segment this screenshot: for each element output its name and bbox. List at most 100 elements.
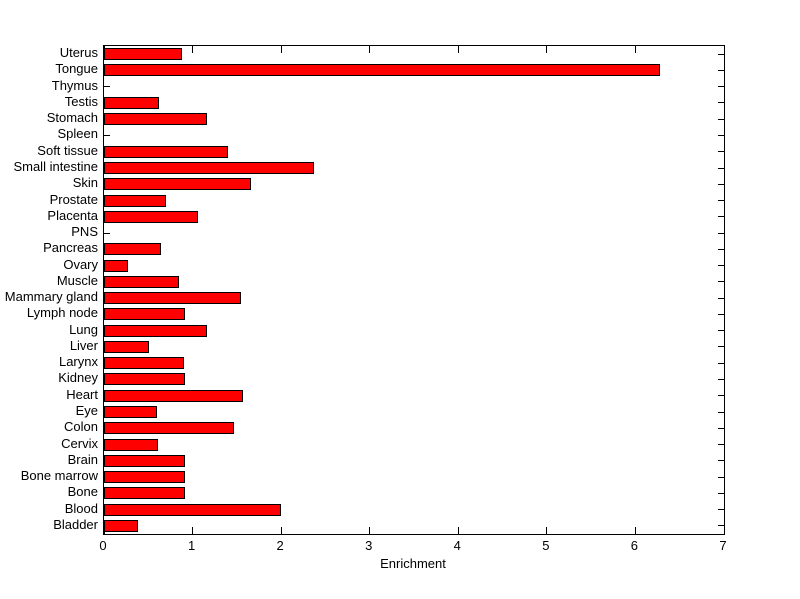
y-axis-category-label: Lung [69,321,98,337]
y-axis-category-label: Lymph node [26,305,98,321]
y-tick-right [718,297,724,299]
bar [104,324,207,337]
x-tick-label: 6 [630,538,639,553]
x-tick-label: 1 [187,538,196,553]
y-axis-category-label: Bone marrow [20,468,98,484]
bar [104,210,198,223]
y-tick-right [718,395,724,397]
bar [104,48,182,61]
y-axis-category-label: Heart [66,386,98,402]
bar [104,113,207,126]
y-tick-right [718,525,724,527]
y-axis-category-label: Testis [64,93,98,109]
y-tick-right [718,134,724,136]
y-axis-category-label: Larynx [58,354,98,370]
bar [104,275,179,288]
y-tick-right [718,427,724,429]
y-axis-category-label: Soft tissue [37,142,98,158]
x-tick-bottom [634,527,636,534]
bar [104,471,185,484]
bar [104,243,161,256]
y-tick-right [718,330,724,332]
y-axis-category-label: Stomach [46,110,98,126]
y-axis-category-label: Bladder [53,516,98,532]
bar [104,194,166,207]
bar [104,389,243,402]
bar [104,259,128,272]
x-tick-label: 7 [719,538,727,553]
bar [104,96,159,109]
y-axis-category-label: Mammary gland [4,289,98,305]
y-tick-right [718,346,724,348]
y-tick-right [718,216,724,218]
bar [104,373,185,386]
y-tick-right [718,118,724,120]
y-axis-category-label: Cervix [61,435,98,451]
y-axis-category-label: Small intestine [13,159,98,174]
bar [104,340,149,353]
bar [104,64,660,77]
plot-area [103,45,725,535]
y-axis-category-label: Spleen [57,126,98,142]
y-axis-category-label: Placenta [47,207,98,223]
x-tick-top [280,46,282,53]
y-tick-right [718,492,724,494]
y-tick-right [718,151,724,153]
x-tick-label: 0 [99,538,107,553]
y-axis-category-label: Brain [67,451,98,467]
y-tick-right [718,53,724,55]
y-axis-category-label: Pancreas [43,240,98,256]
y-tick-right [718,313,724,315]
x-tick-top [192,46,194,53]
y-tick-right [718,444,724,446]
y-tick-right [718,411,724,413]
y-tick-right [718,86,724,88]
y-axis-category-label: Kidney [58,370,98,386]
x-tick-top [457,46,459,53]
y-tick-right [718,509,724,511]
y-tick-right [718,265,724,267]
bar [104,438,158,451]
y-axis-category-label: Tongue [55,61,98,77]
y-tick-right [718,460,724,462]
bar [104,162,314,174]
bar [104,292,241,305]
x-tick-bottom [723,527,725,534]
y-tick-left [104,86,110,88]
x-tick-bottom [369,527,371,534]
y-axis-category-label: Thymus [51,77,98,93]
x-tick-bottom [457,527,459,534]
bar [104,308,185,321]
x-tick-bottom [192,527,194,534]
y-tick-right [718,232,724,234]
bar [104,357,184,370]
bar [104,145,228,158]
bar [104,178,251,191]
y-tick-right [718,281,724,283]
x-tick-bottom [280,527,282,534]
x-tick-label: 3 [365,538,373,553]
y-tick-right [718,167,724,169]
bar [104,519,138,532]
x-tick-top [369,46,371,53]
y-axis-category-label: Liver [69,337,98,353]
y-tick-left [104,134,110,136]
y-axis-category-label: Uterus [59,45,98,61]
y-axis-category-label: Bone [67,484,98,500]
x-axis-title: Enrichment [380,556,446,571]
y-tick-right [718,69,724,71]
y-axis-category-label: Eye [75,403,98,418]
y-axis-category-label: Skin [72,175,98,191]
y-tick-right [718,183,724,185]
y-axis-category-label: Prostate [49,191,98,207]
y-tick-left [104,232,110,234]
y-axis-category-label: Ovary [63,256,98,272]
y-axis-category-label: Colon [64,419,98,435]
y-axis-category-label: PNS [71,224,98,240]
bar [104,422,234,435]
y-tick-right [718,102,724,104]
bar [104,487,185,500]
y-tick-right [718,378,724,380]
x-tick-label: 4 [453,538,461,553]
